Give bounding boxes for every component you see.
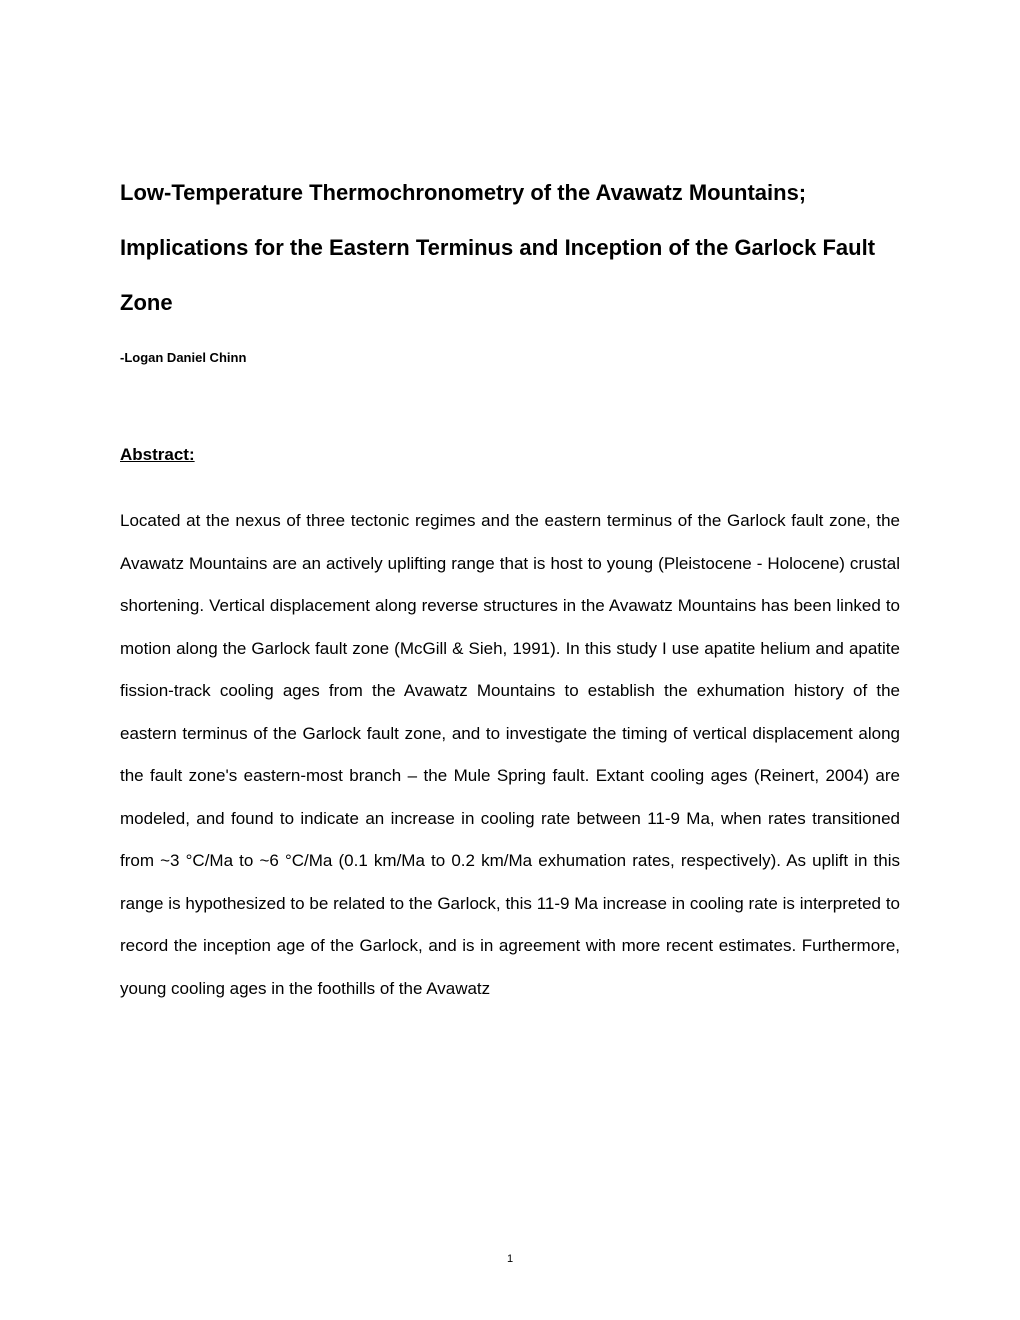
abstract-heading: Abstract:: [120, 445, 900, 465]
document-title: Low-Temperature Thermochronometry of the…: [120, 165, 900, 330]
abstract-body: Located at the nexus of three tectonic r…: [120, 500, 900, 1010]
page-number: 1: [507, 1253, 513, 1265]
author-name: -Logan Daniel Chinn: [120, 350, 900, 365]
